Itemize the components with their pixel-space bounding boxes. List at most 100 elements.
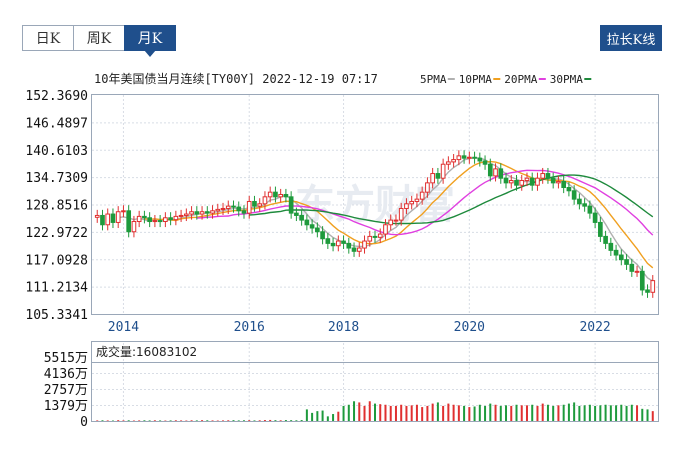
- candle-body: [524, 177, 530, 182]
- volume-bar: [337, 411, 340, 421]
- volume-bar: [415, 404, 418, 421]
- candle-body: [472, 156, 477, 159]
- candle-body: [451, 159, 456, 163]
- tab-week-k[interactable]: 周K: [73, 25, 124, 51]
- volume-bar: [531, 404, 534, 421]
- period-tabs: 日K 周K 月K: [22, 25, 176, 57]
- volume-bar: [651, 411, 654, 421]
- volume-bar: [237, 420, 240, 421]
- candle-body: [477, 157, 483, 162]
- volume-bar: [431, 403, 434, 421]
- volume-bar: [436, 402, 439, 421]
- volume-bar: [201, 420, 204, 421]
- volume-bar: [143, 420, 146, 421]
- candle-body: [231, 205, 236, 208]
- volume-bar: [510, 405, 513, 421]
- candle-body: [608, 242, 614, 251]
- x-tick-label: 2022: [579, 320, 610, 335]
- volume-bar: [515, 404, 518, 421]
- volume-bar: [248, 420, 251, 421]
- volume-bar: [421, 407, 424, 421]
- volume-bar: [389, 405, 392, 421]
- stretch-candles-button[interactable]: 拉长K线: [600, 25, 662, 51]
- candle-body: [168, 217, 173, 221]
- volume-tick-label: 4136万: [44, 367, 88, 382]
- ma-line-20: [196, 169, 654, 236]
- candle-body: [398, 207, 404, 221]
- candle-body: [482, 160, 488, 165]
- volume-bar: [636, 405, 639, 421]
- candle-body: [273, 191, 278, 198]
- volume-bar: [232, 420, 235, 421]
- legend-label-3: 30PMA: [550, 73, 583, 86]
- candle-body: [508, 180, 514, 184]
- candle-body: [377, 233, 383, 238]
- volume-bar: [646, 409, 649, 421]
- candle-body: [493, 168, 498, 177]
- y-tick-label: 105.3341: [25, 308, 88, 323]
- candle-body: [257, 203, 263, 207]
- volume-bar: [442, 405, 445, 421]
- candle-body: [503, 177, 509, 184]
- candle-body: [204, 211, 210, 214]
- volume-bar: [489, 403, 492, 421]
- tab-day-k[interactable]: 日K: [22, 25, 73, 51]
- volume-bar: [138, 420, 141, 421]
- volume-bar: [96, 420, 99, 421]
- candle-body: [335, 240, 341, 247]
- x-tick-label: 2018: [328, 320, 359, 335]
- volume-bar: [567, 403, 570, 421]
- volume-bar: [463, 405, 466, 421]
- chart-title: 10年美国债当月连续[TY00Y] 2022-12-19 07:17: [94, 71, 378, 86]
- candle-body: [309, 224, 315, 229]
- candle-body: [152, 220, 158, 223]
- candle-body: [194, 211, 200, 215]
- volume-bar: [447, 403, 450, 421]
- volume-bar: [573, 402, 576, 421]
- volume-bar: [457, 405, 460, 421]
- volume-bar: [180, 420, 183, 421]
- volume-bar: [384, 404, 387, 421]
- volume-bar: [468, 407, 471, 421]
- candle-body: [225, 205, 231, 209]
- candle-body: [550, 177, 556, 184]
- volume-bar: [148, 420, 151, 421]
- candle-body: [294, 212, 299, 216]
- volume-bar: [284, 420, 287, 421]
- price-y-axis: 152.3690 146.4897 140.6103 134.7309 128.8516…: [25, 89, 88, 323]
- candle-body: [94, 214, 100, 218]
- volume-bar: [279, 420, 282, 421]
- volume-bar: [122, 420, 125, 421]
- volume-bar: [400, 404, 403, 421]
- volume-bar: [316, 411, 319, 421]
- volume-bar: [190, 420, 193, 421]
- volume-bar: [242, 420, 245, 421]
- candle-body: [241, 210, 247, 214]
- volume-tick-label: 0: [80, 415, 88, 430]
- volume-bar: [604, 404, 607, 421]
- volume-bar: [332, 414, 335, 421]
- volume-bar: [410, 405, 413, 421]
- candle-body: [545, 173, 551, 179]
- candle-body: [645, 289, 650, 293]
- candle-body: [388, 219, 394, 226]
- candle-body: [561, 180, 567, 189]
- candle-body: [330, 242, 336, 247]
- y-tick-label: 140.6103: [25, 144, 88, 159]
- candle-body: [121, 210, 126, 213]
- candle-body: [356, 247, 362, 252]
- candle-body: [346, 242, 352, 249]
- tab-month-k[interactable]: 月K: [124, 25, 176, 57]
- volume-bar: [594, 405, 597, 421]
- candle-body: [556, 180, 561, 184]
- volume-bar: [211, 420, 214, 421]
- y-tick-label: 128.8516: [25, 199, 88, 214]
- candle-body: [147, 217, 152, 223]
- volume-bar: [358, 402, 361, 421]
- volume-bar: [274, 420, 277, 421]
- volume-bar: [353, 401, 356, 421]
- candle-body: [624, 259, 629, 265]
- candle-body: [529, 177, 535, 186]
- volume-bar: [536, 405, 539, 421]
